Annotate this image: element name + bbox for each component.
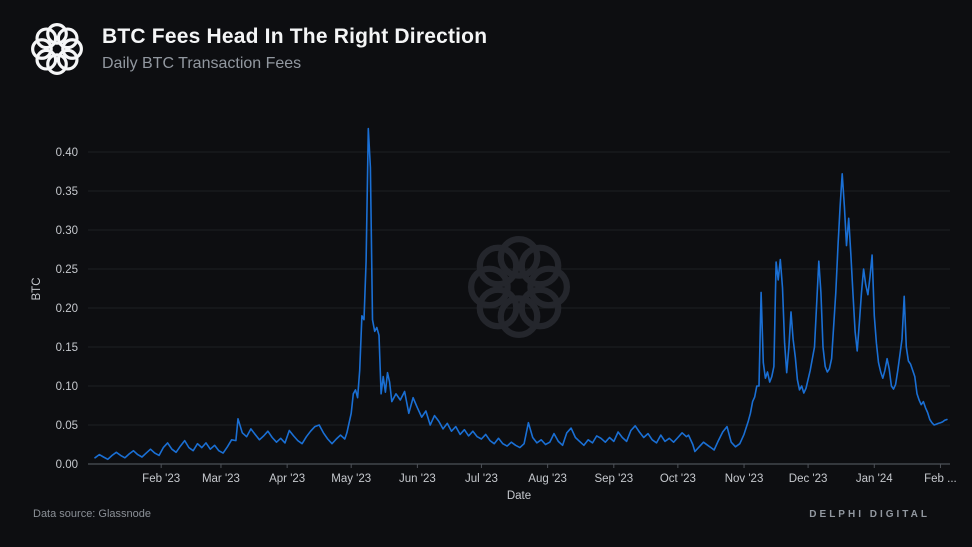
x-tick-label: Aug '23	[528, 473, 567, 485]
delphi-knot-logo-icon	[28, 20, 86, 78]
x-tick-label: Mar '23	[202, 473, 240, 485]
y-tick-label: 0.15	[56, 342, 78, 354]
x-axis-title: Date	[507, 490, 531, 502]
x-tick-label: Jan '24	[856, 473, 893, 485]
y-tick-label: 0.35	[56, 186, 78, 198]
y-tick-label: 0.05	[56, 420, 78, 432]
x-tick-label: Feb '23	[142, 473, 180, 485]
fees-line-series	[94, 127, 948, 461]
y-tick-label: 0.00	[56, 459, 78, 471]
chart-header: BTC Fees Head In The Right Direction Dai…	[28, 20, 487, 78]
x-tick-label: Dec '23	[789, 473, 828, 485]
title-block: BTC Fees Head In The Right Direction Dai…	[102, 25, 487, 72]
x-tick-label: Nov '23	[725, 473, 764, 485]
delphi-digital-wordmark: DELPHI DIGITAL	[809, 509, 930, 520]
page-subtitle: Daily BTC Transaction Fees	[102, 54, 302, 72]
x-tick-label: Jun '23	[399, 473, 436, 485]
x-tick-label: Feb ...	[924, 473, 957, 485]
page-title: BTC Fees Head In The Right Direction	[102, 25, 488, 49]
x-tick-label: Apr '23	[269, 473, 305, 485]
x-tick-label: Oct '23	[660, 473, 696, 485]
chart-footer: Data source: Glassnode DELPHI DIGITAL	[0, 504, 972, 534]
y-tick-label: 0.40	[56, 147, 78, 159]
y-axis-title: BTC	[31, 278, 43, 301]
y-tick-label: 0.20	[56, 303, 78, 315]
x-tick-label: Jul '23	[465, 473, 498, 485]
x-tick-label: May '23	[331, 473, 371, 485]
delphi-knot-watermark-icon	[471, 239, 567, 335]
y-tick-label: 0.10	[56, 381, 78, 393]
x-tick-label: Sep '23	[594, 473, 633, 485]
y-tick-label: 0.25	[56, 264, 78, 276]
data-source-label: Data source: Glassnode	[33, 508, 152, 520]
fees-line-chart: 0.00 0.05 0.10 0.15 0.20 0.25 0.30 0.35 0.40 BTC F…	[0, 92, 972, 504]
y-tick-label: 0.30	[56, 225, 78, 237]
fees-chart-canvas: 0.00 0.05 0.10 0.15 0.20 0.25 0.30 0.35 0.40 BTC F…	[31, 127, 957, 502]
